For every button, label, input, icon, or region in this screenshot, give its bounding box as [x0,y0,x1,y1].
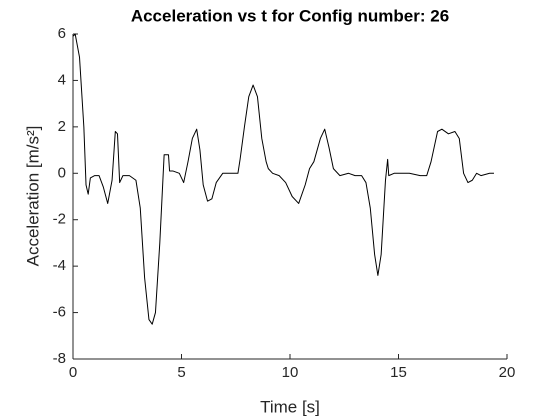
x-tick-label: 10 [282,364,299,381]
x-tick-label: 5 [177,364,185,381]
y-tick-label: -6 [53,304,66,321]
x-tick-label: 15 [390,364,407,381]
y-tick-label: -8 [53,350,66,367]
y-tick-label: 4 [58,71,66,88]
chart-title: Acceleration vs t for Config number: 26 [131,6,449,25]
x-axis-label: Time [s] [260,397,320,416]
y-tick-label: 6 [58,25,66,42]
data-line [72,33,494,325]
y-tick-label: -2 [53,211,66,228]
y-tick-label: 0 [58,164,66,181]
x-tick-label: 0 [69,364,77,381]
y-tick-label: 2 [58,118,66,135]
x-tick-label: 20 [499,364,516,381]
y-axis-label: Acceleration [m/s²] [23,126,42,267]
y-tick-label: -4 [53,257,66,274]
